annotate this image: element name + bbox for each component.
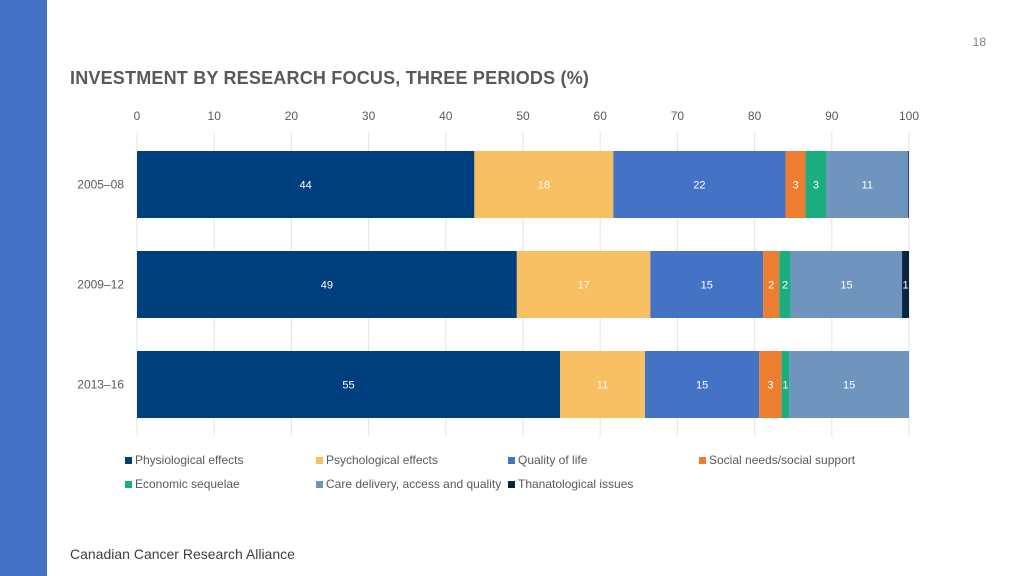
data-label: 3 [767, 380, 773, 392]
data-label: 15 [696, 380, 708, 392]
category-label: 2013–16 [77, 378, 124, 392]
data-label: 22 [693, 180, 705, 192]
x-tick-label: 0 [134, 109, 141, 123]
legend-label: Physiological effects [135, 453, 244, 467]
data-label: 15 [840, 280, 852, 292]
x-tick-label: 50 [516, 109, 530, 123]
legend-swatch [508, 457, 515, 464]
bar-segment [759, 351, 782, 418]
data-label: 18 [538, 180, 550, 192]
data-label: 1 [782, 380, 788, 392]
legend-label: Care delivery, access and quality [326, 477, 501, 491]
legend-label: Quality of life [518, 453, 588, 467]
data-label: 2 [782, 280, 788, 292]
x-tick-label: 80 [748, 109, 762, 123]
bar-segment [560, 351, 645, 418]
bar-segment [781, 351, 790, 418]
bar-segment [644, 351, 760, 418]
data-label: 15 [701, 280, 713, 292]
bar-segment [137, 351, 561, 418]
legend-label: Economic sequelae [135, 477, 240, 491]
legend-label: Social needs/social support [709, 453, 856, 467]
bar-segment [613, 151, 786, 218]
bar-segment [474, 151, 614, 218]
data-label: 11 [862, 180, 873, 192]
data-label: 1 [902, 280, 908, 292]
data-label: 15 [843, 380, 855, 392]
data-label: 55 [342, 380, 354, 392]
bar-segment [826, 151, 909, 218]
data-label: 49 [321, 280, 333, 292]
category-label: 2009–12 [77, 278, 124, 292]
data-label: 44 [300, 180, 312, 192]
bar-segment [137, 151, 475, 218]
x-tick-label: 30 [362, 109, 376, 123]
bar-segment [516, 251, 651, 318]
bar-segment [805, 151, 827, 218]
legend-swatch [508, 481, 515, 488]
data-label: 3 [792, 180, 798, 192]
data-label: 17 [577, 280, 589, 292]
bar-segment [779, 251, 791, 318]
chart-title: INVESTMENT BY RESEARCH FOCUS, THREE PERI… [70, 68, 590, 88]
x-tick-label: 100 [899, 109, 919, 123]
bar-segment [785, 151, 806, 218]
bar-segment [763, 251, 780, 318]
bar-segment [650, 251, 764, 318]
accent-sidebar [0, 0, 47, 576]
legend-label: Psychological effects [326, 453, 438, 467]
category-label: 2005–08 [77, 178, 124, 192]
legend-label: Thanatological issues [518, 477, 633, 491]
data-label: 11 [597, 380, 608, 392]
legend-swatch [316, 457, 323, 464]
data-label: 2 [768, 280, 774, 292]
x-tick-label: 60 [594, 109, 608, 123]
bar-segment [137, 251, 517, 318]
x-tick-label: 10 [208, 109, 222, 123]
page-number: 18 [972, 35, 986, 49]
x-tick-label: 40 [439, 109, 453, 123]
x-tick-label: 70 [671, 109, 685, 123]
footer-organization: Canadian Cancer Research Alliance [70, 546, 295, 562]
x-tick-label: 90 [825, 109, 839, 123]
legend-swatch [699, 457, 706, 464]
bar-segment [908, 151, 909, 218]
bar-segment [790, 251, 903, 318]
x-tick-label: 20 [285, 109, 299, 123]
legend-swatch [125, 481, 132, 488]
legend-swatch [125, 457, 132, 464]
bar-segment [902, 251, 909, 318]
legend-swatch [316, 481, 323, 488]
data-label: 3 [813, 180, 819, 192]
bar-segment [789, 351, 909, 418]
